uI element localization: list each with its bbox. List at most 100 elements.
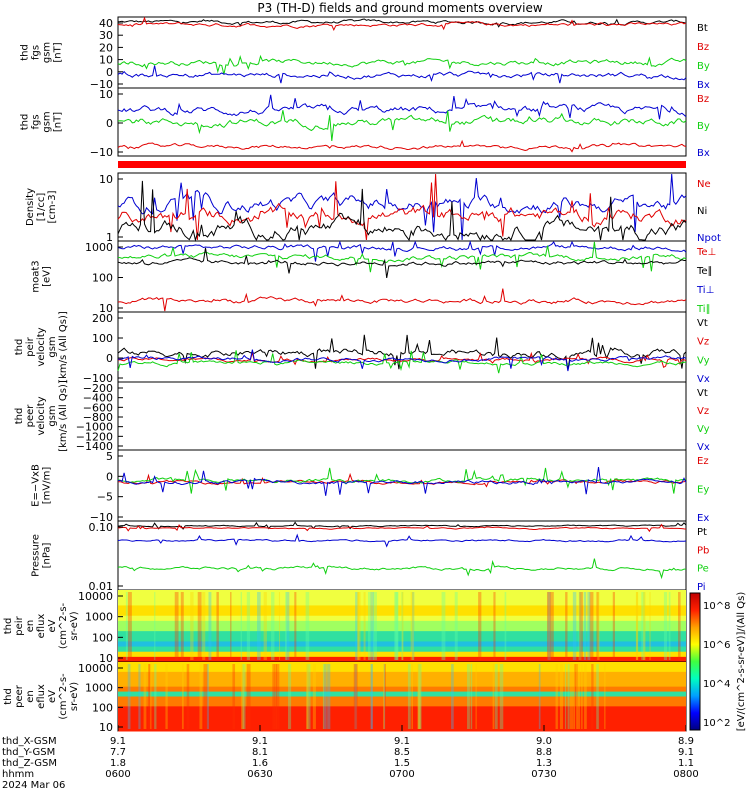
colorbar-label-text: [eV/(cm^2-s-sr-eV)]/(All Qs) [736, 592, 747, 732]
y-axis-label-line: eV [47, 619, 58, 632]
spectrogram-band [118, 681, 686, 688]
mode-bar [118, 161, 686, 168]
y-axis-label-line: velocity [36, 396, 47, 435]
y-tick-label: 100 [92, 332, 113, 345]
spectrogram-streak [174, 592, 179, 660]
spectrogram-streak [312, 664, 316, 729]
ephemeris-value: 1.6 [252, 758, 268, 769]
spectrogram-streak [274, 664, 278, 729]
spectrogram-band [118, 590, 686, 596]
y-axis-label: moat3 [eV] [31, 260, 53, 292]
ephemeris-value: 1.5 [394, 758, 410, 769]
y-tick-label: 1000 [85, 611, 113, 624]
panel-frame [117, 381, 687, 451]
spectrogram-streak [305, 592, 310, 660]
y-tick-label: 10000 [78, 662, 113, 675]
spectrogram-streak [246, 664, 251, 729]
spectrogram-streak [271, 592, 275, 660]
spectrogram-band [118, 691, 686, 697]
colorbar-tick-label: 10^6 [703, 640, 730, 651]
spectrogram-band [118, 651, 686, 658]
y-tick-label: 10 [99, 652, 113, 665]
spectrogram-streak [604, 664, 606, 729]
spectrogram-streak [418, 664, 422, 729]
y-axis-label-line: thd [14, 339, 25, 356]
y-axis-label-line: [cm-3] [47, 190, 58, 223]
spectrogram-streak [306, 664, 309, 729]
spectrogram-streak [612, 592, 615, 660]
spectrogram-streak [411, 664, 413, 729]
y-axis-label-line: thd [20, 114, 31, 131]
series-line [117, 521, 687, 530]
spectrogram-streak [401, 592, 404, 660]
legend-entry: Ne [697, 179, 711, 190]
spectrogram-streak [203, 664, 208, 729]
legend-entry: Ni [697, 206, 707, 217]
legend-entry: Bz [697, 94, 709, 105]
spectrogram-streak [538, 664, 541, 729]
spectrogram-streak [564, 664, 567, 729]
spectrogram-streak [569, 664, 574, 729]
spectrogram-band [118, 600, 686, 606]
spectrogram-streak [357, 592, 360, 660]
spectrogram-streak [125, 592, 128, 660]
spectrogram-streak [199, 664, 203, 729]
series-line [117, 350, 687, 374]
spectrogram-band [118, 646, 686, 653]
legend-entry: Npot [697, 233, 721, 244]
spectrogram-streak [353, 664, 358, 729]
ephemeris-row-label: thd_Y-GSM [2, 747, 55, 758]
spectrogram-streak [278, 592, 281, 660]
y-axis-label-line: gsm [47, 336, 58, 357]
spectrogram-streak [357, 592, 361, 660]
ephemeris-value: 0700 [389, 769, 414, 780]
series-line [117, 467, 687, 496]
colorbar-label: [eV/(cm^2-s-sr-eV)]/(All Qs) [736, 592, 747, 732]
y-axis-label-line: [1/cc] [36, 193, 47, 222]
ephemeris-value: 1.3 [536, 758, 552, 769]
legend-entry: Bx [697, 80, 710, 91]
spectrogram-streak [288, 664, 292, 729]
y-axis-label-line: peir [25, 336, 36, 356]
ephemeris-row-label: thd_Z-GSM [2, 758, 57, 769]
y-tick-label: 10 [99, 88, 113, 101]
spectrogram-streak [470, 664, 473, 729]
spectrogram-streak [499, 664, 504, 729]
panel-frame [117, 449, 687, 522]
y-axis-label-line: Pressure [31, 534, 42, 577]
spectrogram-streak [257, 592, 261, 660]
y-axis-label: thd fgs gsm [nT] [20, 111, 64, 132]
panel-frame [117, 87, 687, 157]
y-axis-label-line: thd [20, 44, 31, 61]
legend-entry: Ti⊥ [696, 285, 714, 296]
y-axis-label-line: eflux [36, 684, 47, 709]
spectrogram-streak [154, 664, 157, 729]
series-line [117, 240, 687, 262]
y-tick-label: 0 [106, 470, 113, 483]
spectrogram-streak [550, 592, 554, 660]
spectrogram-band [118, 701, 686, 707]
y-tick-label: −200 [83, 382, 113, 395]
spectrogram-streak [559, 664, 563, 729]
y-axis-label-line: Density [25, 188, 36, 226]
spectrogram-streak [591, 664, 594, 729]
y-axis-label-line: fgs [31, 45, 42, 60]
series-line [117, 247, 686, 278]
y-tick-label: −100 [83, 372, 113, 385]
spectrogram-streak [216, 592, 219, 660]
spectrogram-streak [143, 664, 147, 729]
spectrogram-streak [678, 592, 681, 660]
y-axis-label-line: peer [25, 404, 36, 428]
spectrogram-band [118, 605, 686, 612]
spectrogram-streak [494, 664, 498, 729]
y-tick-label: −600 [83, 401, 113, 414]
spectrogram-streak [597, 592, 600, 660]
spectrogram-streak [573, 664, 576, 729]
series-line [117, 54, 687, 75]
ephemeris-value: 8.8 [536, 747, 552, 758]
spectrogram-streak [371, 664, 373, 729]
y-axis-label-line: thd [3, 688, 14, 705]
y-axis-label-line: fgs [31, 114, 42, 129]
spectrogram-streak [306, 664, 311, 729]
